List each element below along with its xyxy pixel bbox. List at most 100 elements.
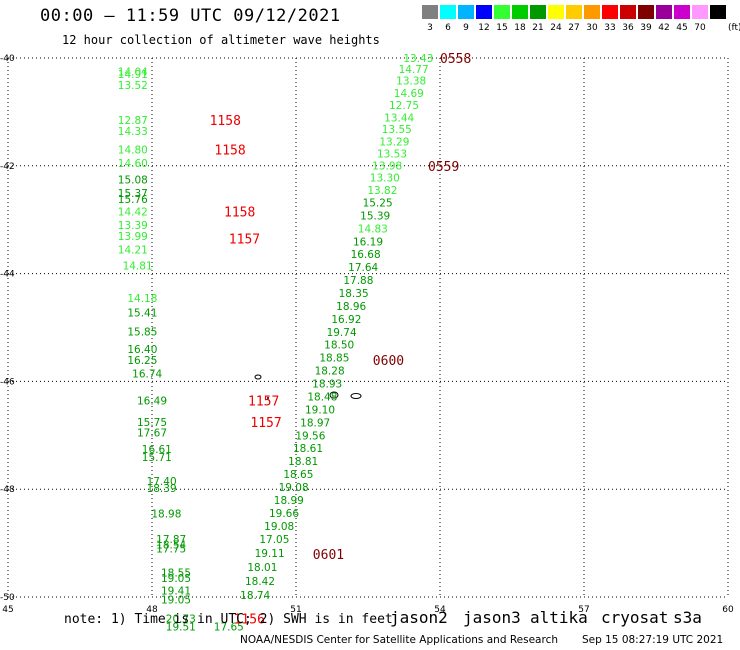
swh-value: 13.30 bbox=[370, 173, 400, 185]
color-swatch-label: 9 bbox=[463, 23, 469, 33]
swh-value: 17.75 bbox=[156, 543, 186, 555]
swh-value: 18.81 bbox=[288, 456, 318, 468]
swh-value: 16.68 bbox=[351, 249, 381, 261]
time-label: 1157 bbox=[248, 394, 279, 409]
swh-value: 14.60 bbox=[118, 158, 148, 170]
swh-value: 17.65 bbox=[214, 622, 244, 634]
generated-timestamp: Sep 15 08:27:19 UTC 2021 bbox=[582, 634, 724, 646]
satellite-cryosat: cryosat bbox=[601, 608, 669, 627]
swh-value: 17.05 bbox=[259, 534, 289, 546]
swh-value: 14.18 bbox=[127, 293, 157, 305]
swh-value: 14.69 bbox=[394, 88, 424, 100]
swh-value: 15.41 bbox=[127, 307, 157, 319]
swh-value: 13.44 bbox=[384, 112, 414, 124]
swh-value: 13.52 bbox=[118, 80, 148, 92]
swh-value: 14.21 bbox=[118, 244, 148, 256]
swh-value: 14.91 bbox=[118, 69, 148, 81]
swh-value: 19.66 bbox=[269, 508, 299, 520]
color-swatch-label: 70 bbox=[694, 23, 706, 33]
island-outline bbox=[329, 391, 339, 399]
color-swatch bbox=[692, 5, 708, 19]
swh-value: 18.65 bbox=[283, 469, 313, 481]
swh-value: 14.42 bbox=[118, 207, 148, 219]
swh-value: 15.75 bbox=[137, 417, 167, 429]
swh-value: 18.74 bbox=[240, 590, 270, 602]
swh-value: 18.61 bbox=[293, 443, 323, 455]
time-label: 0558 bbox=[440, 52, 471, 67]
time-label: 0600 bbox=[373, 354, 404, 369]
swh-value: 18.96 bbox=[336, 301, 366, 313]
satellite-altika: altika bbox=[530, 608, 588, 627]
color-swatch-label: 27 bbox=[568, 23, 580, 33]
lon-tick-label: 45 bbox=[2, 605, 13, 615]
swh-value: 14.83 bbox=[358, 223, 388, 235]
lat-tick-label: -40 bbox=[0, 54, 15, 64]
time-label: 1157 bbox=[229, 233, 260, 248]
time-label: 0601 bbox=[313, 548, 344, 563]
swh-value: 15.85 bbox=[127, 326, 157, 338]
swh-value: 14.80 bbox=[118, 145, 148, 157]
swh-value: 18.54 bbox=[156, 540, 186, 552]
color-swatch bbox=[440, 5, 456, 19]
time-label: 1157 bbox=[250, 416, 281, 431]
swh-value: 13.29 bbox=[379, 137, 409, 149]
swh-value: 17.88 bbox=[343, 275, 373, 287]
color-swatch bbox=[602, 5, 618, 19]
swh-value: 19.51 bbox=[166, 622, 196, 634]
color-swatch bbox=[458, 5, 474, 19]
color-swatch-label: 36 bbox=[622, 23, 634, 33]
color-swatch bbox=[674, 5, 690, 19]
satellite-jason3: jason3 bbox=[463, 608, 521, 627]
lon-tick-label: 51 bbox=[290, 605, 301, 615]
island-outline bbox=[350, 393, 362, 399]
color-swatch-label: 21 bbox=[532, 23, 544, 33]
swh-value: 16.25 bbox=[127, 355, 157, 367]
color-swatch-label: 6 bbox=[445, 23, 451, 33]
color-swatch bbox=[530, 5, 546, 19]
swh-value: 19.56 bbox=[295, 430, 325, 442]
page-subtitle: 12 hour collection of altimeter wave hei… bbox=[62, 33, 380, 47]
swh-value: 18.39 bbox=[147, 483, 177, 495]
swh-value: 19.08 bbox=[279, 482, 309, 494]
swh-value: 18.48 bbox=[307, 391, 337, 403]
swh-value: 17.67 bbox=[137, 428, 167, 440]
swh-value: 17.87 bbox=[156, 534, 186, 546]
swh-value: 12.75 bbox=[389, 100, 419, 112]
time-label: 1156 bbox=[234, 613, 265, 628]
swh-value: 15.71 bbox=[142, 452, 172, 464]
time-label: 0559 bbox=[428, 160, 459, 175]
lon-tick-label: 54 bbox=[434, 605, 446, 615]
swh-value: 13.38 bbox=[396, 76, 426, 88]
color-swatch bbox=[638, 5, 654, 19]
swh-value: 13.43 bbox=[403, 53, 433, 65]
swh-value: 13.99 bbox=[118, 231, 148, 243]
swh-value: 14.81 bbox=[123, 261, 153, 273]
lat-tick-label: -42 bbox=[0, 162, 15, 172]
swh-value: 15.25 bbox=[363, 197, 393, 209]
color-swatch bbox=[494, 5, 510, 19]
swh-value: 15.08 bbox=[118, 174, 148, 186]
lat-tick-label: -50 bbox=[0, 593, 15, 603]
swh-value: 12.87 bbox=[118, 115, 148, 127]
swh-value: 13.98 bbox=[372, 160, 402, 172]
color-swatch bbox=[548, 5, 564, 19]
swh-value: 15.39 bbox=[360, 210, 390, 222]
color-swatch bbox=[512, 5, 528, 19]
swh-value: 14.77 bbox=[399, 64, 429, 76]
swh-value: 14.04 bbox=[118, 66, 148, 78]
swh-value: 19.08 bbox=[264, 521, 294, 533]
color-swatch-label: 42 bbox=[658, 23, 670, 33]
color-swatch-label: 33 bbox=[604, 23, 616, 33]
swh-value: 18.99 bbox=[274, 495, 304, 507]
color-swatch bbox=[422, 5, 438, 19]
time-label: 1158 bbox=[210, 114, 241, 129]
color-swatch-label: 39 bbox=[640, 23, 652, 33]
color-swatch-label: 45 bbox=[676, 23, 688, 33]
time-label: 1158 bbox=[224, 206, 255, 221]
swh-value: 13.82 bbox=[367, 185, 397, 197]
swh-value: 16.40 bbox=[127, 344, 157, 356]
swh-value: 18.93 bbox=[312, 379, 342, 391]
satellite-jason2: jason2 bbox=[390, 608, 448, 627]
swh-value: 16.92 bbox=[331, 314, 361, 326]
